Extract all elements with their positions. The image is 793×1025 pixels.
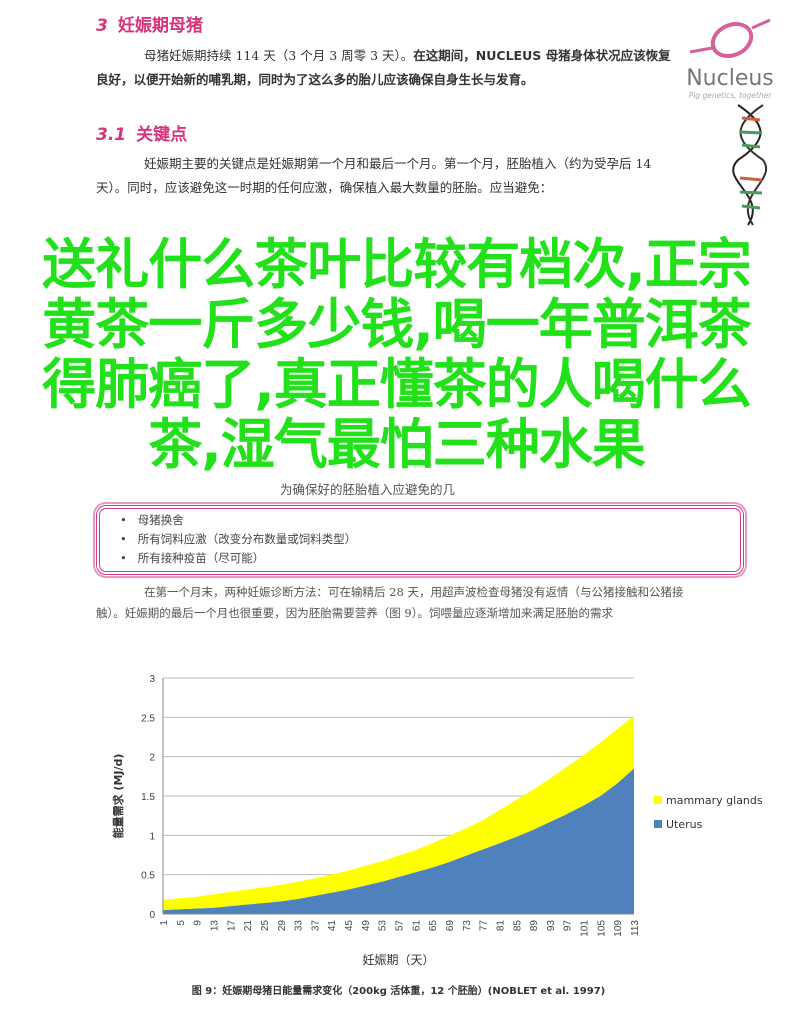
- x-tick-label: 53: [378, 920, 389, 932]
- logo-tagline: Pig genetics, together: [688, 91, 772, 100]
- bullet-list: • 母猪换舍 • 所有饲料应激（改变分布数量或饲料类型） • 所有接种疫苗（尽可…: [100, 509, 740, 568]
- list-item-text: 所有接种疫苗（尽可能）: [137, 551, 265, 565]
- x-tick-label: 77: [479, 920, 490, 932]
- list-item: • 母猪换舍: [120, 513, 184, 527]
- nucleus-logo: Nucleus Pig genetics, together: [680, 12, 780, 100]
- x-tick-label: 5: [176, 920, 187, 926]
- x-tick-label: 29: [277, 920, 288, 932]
- dna-helix-icon: [732, 104, 767, 226]
- legend-label: Uterus: [666, 818, 703, 831]
- x-tick-label: 17: [226, 920, 237, 932]
- y-tick-label: 2.5: [141, 713, 155, 724]
- x-tick-label: 105: [596, 920, 607, 937]
- y-axis-label: 能量需求 (MJ/d): [111, 754, 125, 839]
- x-tick-label: 45: [344, 920, 355, 932]
- list-item-text: 母猪换舍: [137, 513, 184, 527]
- legend-swatch: [654, 796, 662, 804]
- y-tick-label: 0.5: [141, 871, 155, 882]
- y-tick-label: 2: [149, 753, 155, 764]
- x-axis-label: 妊娠期（天）: [362, 953, 434, 967]
- x-tick-label: 33: [294, 920, 305, 932]
- box-intro: 为确保好的胚胎植入应避免的几: [280, 482, 456, 497]
- x-tick-label: 61: [411, 920, 422, 932]
- x-tick-label: 101: [580, 920, 591, 937]
- x-tick-label: 81: [495, 920, 506, 932]
- legend-label: mammary glands: [666, 794, 763, 807]
- x-tick-label: 113: [630, 920, 641, 936]
- y-tick-label: 0: [149, 910, 155, 921]
- legend-swatch: [654, 820, 662, 828]
- area-mammary-glands: [163, 715, 634, 911]
- overlay-line: 送礼什么茶叶比较有档次,正宗: [42, 233, 752, 296]
- x-tick-label: 93: [546, 920, 557, 932]
- section-31-paragraph-2: 在第一个月末，两种妊娠诊断方法：可在输精后 28 天，用超声波检查母猪没有返情（…: [96, 585, 684, 620]
- y-tick-label: 1.5: [141, 792, 155, 803]
- section-title: 妊娠期母猪: [117, 16, 203, 36]
- para-text: 母猪妊娠期持续 114 天（3 个月 3 周零 3 天）。: [144, 48, 414, 63]
- x-tick-label: 85: [512, 920, 523, 932]
- x-tick-label: 41: [327, 920, 338, 932]
- x-tick-label: 13: [209, 920, 220, 932]
- section-3-heading: 3 妊娠期母猪: [96, 15, 203, 37]
- x-tick-label: 89: [529, 920, 540, 932]
- x-tick-label: 65: [428, 920, 439, 932]
- x-tick-label: 109: [613, 920, 624, 937]
- list-item: • 所有饲料应激（改变分布数量或饲料类型）: [120, 532, 357, 546]
- x-tick-label: 49: [361, 920, 372, 932]
- overlay-headline: 送礼什么茶叶比较有档次,正宗 黄茶一斤多少钱,喝一年普洱茶 得肺癌了,真正懂茶的…: [0, 235, 793, 475]
- energy-demand-chart: 00.511.522.531 5 9 13 17 21 25 29 33 37 41 45 49 53 57…: [111, 674, 763, 997]
- x-tick-label: 73: [462, 920, 473, 932]
- x-tick-label: 69: [445, 920, 456, 932]
- overlay-line: 茶,湿气最怕三种水果: [148, 413, 646, 476]
- section-number: 3.1: [96, 125, 127, 145]
- x-tick-label: 9: [193, 920, 204, 926]
- avoid-list-box: • 母猪换舍 • 所有饲料应激（改变分布数量或饲料类型） • 所有接种疫苗（尽可…: [93, 502, 747, 578]
- x-tick-label: 21: [243, 920, 254, 932]
- x-tick-label: 37: [310, 920, 321, 932]
- area-uterus: [163, 768, 634, 914]
- logo-name: Nucleus: [686, 66, 774, 91]
- y-tick-label: 3: [149, 674, 155, 685]
- list-item-text: 所有饲料应激（改变分布数量或饲料类型）: [137, 532, 357, 546]
- logo-symbol-icon: [689, 18, 771, 59]
- x-tick-label: 97: [563, 920, 574, 932]
- x-tick-label: 1: [159, 920, 170, 926]
- overlay-line: 黄茶一斤多少钱,喝一年普洱茶: [42, 293, 752, 356]
- list-item: • 所有接种疫苗（尽可能）: [120, 551, 265, 565]
- section-31-heading: 3.1 关键点: [96, 124, 187, 146]
- section-title: 关键点: [136, 125, 188, 145]
- section-3-paragraph: 母猪妊娠期持续 114 天（3 个月 3 周零 3 天）。在这期间，NUCLEU…: [96, 44, 671, 92]
- section-number: 3: [96, 16, 108, 36]
- overlay-line: 得肺癌了,真正懂茶的人喝什么: [42, 353, 752, 416]
- x-tick-label: 57: [395, 920, 406, 932]
- figure-caption: 图 9：妊娠期母猪日能量需求变化（200kg 活体重，12 个胚胎）(NOBLE…: [192, 984, 605, 997]
- para-bold-text: 在这期间，NUCLEUS 母猪身体状况应该恢复良好，以便开始新的哺乳期，同时为了…: [96, 48, 671, 87]
- x-tick-label: 25: [260, 920, 271, 932]
- y-tick-label: 1: [149, 831, 155, 842]
- section-31-paragraph: 妊娠期主要的关键点是妊娠期第一个月和最后一个月。第一个月，胚胎植入（约为受孕后 …: [96, 156, 652, 195]
